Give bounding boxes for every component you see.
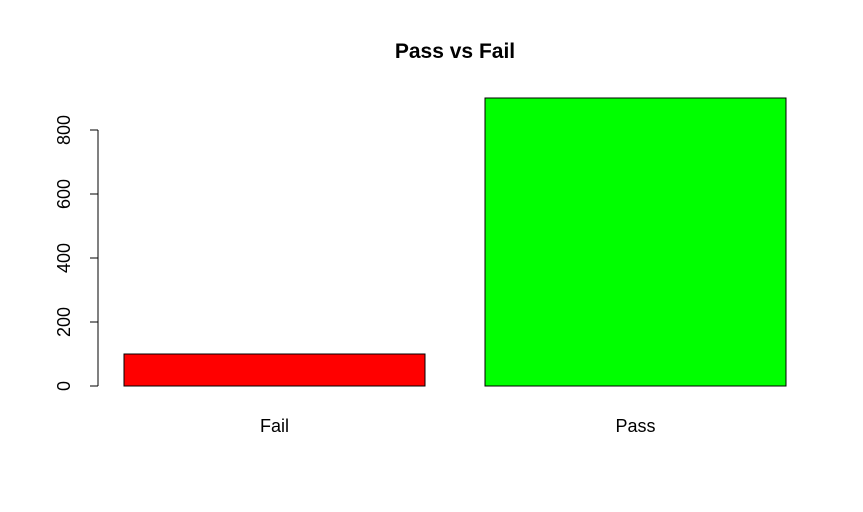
y-tick-label: 400 [54,243,74,273]
y-tick-label: 200 [54,307,74,337]
bar-pass [484,97,787,387]
bars [123,97,787,387]
y-tick-label: 600 [54,179,74,209]
y-tick-label: 0 [54,381,74,391]
x-tick-label-pass: Pass [615,416,655,436]
bar-fail [123,353,426,387]
y-axis: 0 200 400 600 800 [54,115,99,391]
x-tick-label-fail: Fail [260,416,289,436]
y-tick-label: 800 [54,115,74,145]
chart-title: Pass vs Fail [395,40,515,63]
x-axis-labels: Fail Pass [260,416,656,436]
